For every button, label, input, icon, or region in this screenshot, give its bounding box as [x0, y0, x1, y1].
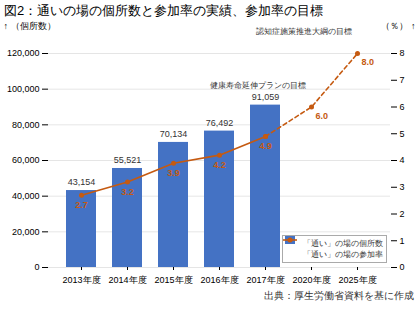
svg-text:0: 0: [400, 262, 405, 272]
svg-text:4: 4: [400, 155, 405, 165]
svg-text:55,521: 55,521: [114, 155, 142, 165]
svg-text:2013年度: 2013年度: [62, 275, 100, 285]
svg-text:76,492: 76,492: [206, 118, 234, 128]
svg-text:認知症施策推進大綱の目標: 認知症施策推進大綱の目標: [256, 27, 352, 36]
svg-text:6.0: 6.0: [316, 111, 329, 121]
svg-text:60,000: 60,000: [12, 155, 40, 165]
svg-text:40,000: 40,000: [12, 191, 40, 201]
svg-text:2025年度: 2025年度: [338, 275, 376, 285]
svg-text:3.2: 3.2: [121, 187, 134, 197]
svg-text:91,059: 91,059: [252, 92, 280, 102]
svg-text:2: 2: [400, 209, 405, 219]
svg-text:100,000: 100,000: [7, 84, 40, 94]
svg-text:2.7: 2.7: [75, 200, 88, 210]
svg-text:6: 6: [400, 102, 405, 112]
svg-text:70,134: 70,134: [160, 129, 188, 139]
svg-text:4.2: 4.2: [213, 160, 226, 170]
svg-text:5: 5: [400, 129, 405, 139]
svg-text:20,000: 20,000: [12, 227, 40, 237]
svg-text:2015年度: 2015年度: [154, 275, 192, 285]
svg-text:8: 8: [400, 48, 405, 58]
html-text:出典：厚生労働省資料を基に作成: 出典：厚生労働省資料を基に作成: [264, 290, 414, 301]
svg-text:1: 1: [400, 236, 405, 246]
html-text:図2：通いの場の個所数と参加率の実績、参加率の目標: 図2：通いの場の個所数と参加率の実績、参加率の目標: [4, 3, 324, 18]
svg-text:2014年度: 2014年度: [108, 275, 146, 285]
svg-text:2020年度: 2020年度: [292, 275, 330, 285]
html-text:「通い」の場の参加率: 「通い」の場の参加率: [303, 250, 383, 259]
svg-text:健康寿命延伸プランの目標: 健康寿命延伸プランの目標: [210, 81, 306, 90]
svg-text:↑ （個所数）: ↑ （個所数）: [4, 21, 56, 31]
svg-text:43,154: 43,154: [68, 177, 96, 187]
svg-text:120,000: 120,000: [7, 48, 40, 58]
svg-text:4.9: 4.9: [259, 141, 272, 151]
svg-text:80,000: 80,000: [12, 120, 40, 130]
svg-text:7: 7: [400, 75, 405, 85]
svg-text:8.0: 8.0: [362, 57, 375, 67]
svg-text:2016年度: 2016年度: [200, 275, 238, 285]
svg-text:3.9: 3.9: [167, 168, 180, 178]
svg-text:3: 3: [400, 182, 405, 192]
svg-text:（％） ↑: （％） ↑: [381, 21, 415, 31]
html-text:「通い」の場の個所数: 「通い」の場の個所数: [303, 239, 383, 248]
svg-text:2017年度: 2017年度: [246, 275, 284, 285]
svg-text:0: 0: [34, 262, 39, 272]
